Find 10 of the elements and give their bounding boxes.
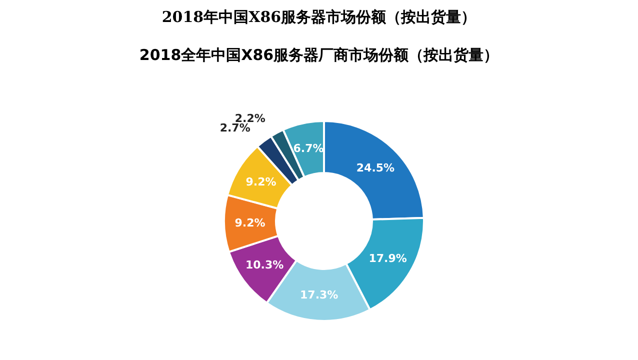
data-label: 6.7%: [293, 142, 324, 156]
data-label: 17.9%: [368, 252, 407, 265]
data-label: 17.3%: [300, 288, 338, 302]
data-label: 9.2%: [234, 216, 266, 230]
chart-subtitle: 2018全年中国X86服务器厂商市场份额（按出货量）: [138, 46, 500, 66]
data-label: 9.2%: [246, 176, 276, 189]
data-label: 24.5%: [356, 161, 395, 174]
data-label: 2.7%: [220, 122, 250, 135]
chart-title: 2018年中国X86服务器市场份额（按出货量）: [160, 8, 478, 28]
data-label: 10.3%: [245, 258, 284, 272]
